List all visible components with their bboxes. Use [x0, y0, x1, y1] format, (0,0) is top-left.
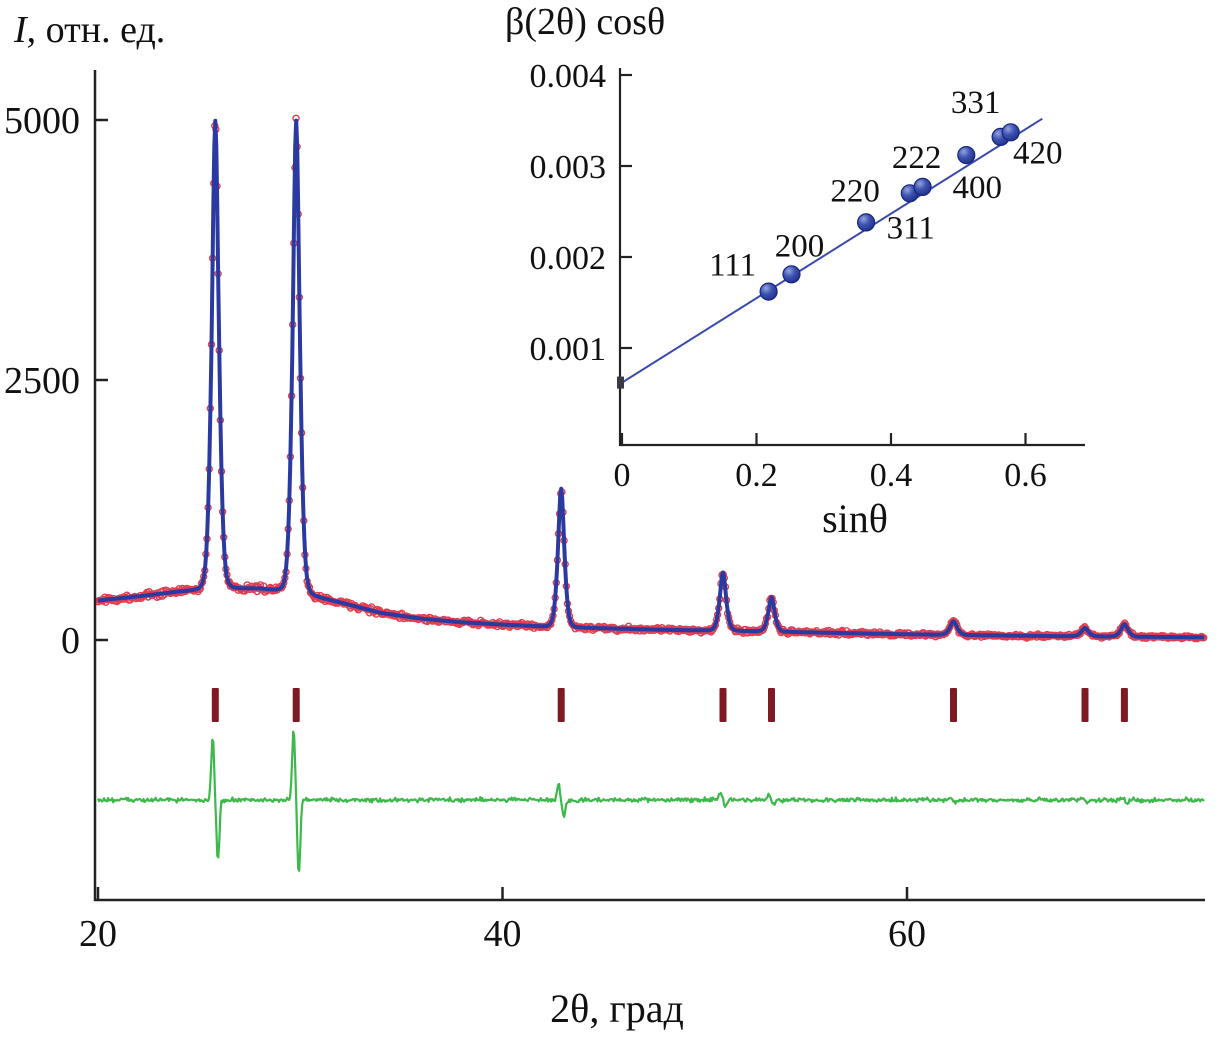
bragg-tick	[719, 688, 727, 722]
main-tick-labels: 0 2500 5000 20 40 60	[4, 100, 926, 955]
inset-x-tick-label: 0.4	[870, 457, 913, 494]
data-point-200	[782, 265, 801, 284]
main-y-tick-label: 5000	[4, 100, 80, 142]
main-x-tick-label: 60	[888, 913, 926, 955]
bragg-tick	[557, 688, 565, 722]
main-y-axis-label-symbol: I	[13, 9, 29, 51]
inset-x-axis-label: sinθ	[822, 496, 888, 541]
data-point-111	[759, 282, 778, 301]
bragg-tick-markers	[211, 688, 1128, 722]
inset-axes	[618, 68, 1085, 447]
main-x-tick-label: 40	[484, 913, 522, 955]
inset-x-tick-label: 0.6	[1004, 457, 1047, 494]
inset-x-tick-label: 0.2	[735, 457, 778, 494]
calculated-curve	[97, 118, 1206, 640]
main-y-axis-label: I, отн. ед.	[13, 9, 165, 51]
hkl-label-111: 111	[709, 248, 756, 284]
hkl-label-220: 220	[830, 173, 880, 209]
data-point-400	[957, 146, 976, 165]
fit-line-axis-marker	[617, 376, 624, 389]
bragg-tick	[292, 688, 300, 722]
bragg-tick	[950, 688, 957, 722]
inset-y-tick-label: 0.003	[530, 149, 607, 186]
hkl-label-420: 420	[1013, 135, 1063, 171]
bragg-tick	[768, 688, 775, 722]
hkl-label-331: 331	[951, 85, 1001, 121]
main-y-tick-label: 0	[61, 620, 80, 662]
main-axis-ticks	[95, 118, 909, 900]
main-axes	[93, 70, 1205, 902]
data-point-222	[913, 177, 932, 196]
fit-line	[621, 117, 1043, 384]
hkl-label-200: 200	[775, 228, 825, 264]
hkl-label-222: 222	[892, 140, 942, 176]
bragg-tick	[1120, 688, 1128, 722]
data-point-420	[1001, 123, 1020, 142]
inset-x-tick-label: 0	[614, 457, 631, 494]
inset-axis-ticks	[620, 73, 1027, 445]
inset-y-tick-label: 0.004	[530, 58, 607, 95]
inset-tick-labels: 0.001 0.002 0.003 0.004 0 0.2 0.4 0.6	[530, 58, 1047, 494]
main-x-tick-label: 20	[79, 913, 117, 955]
inset-y-tick-label: 0.002	[530, 240, 607, 277]
bragg-tick	[1081, 688, 1089, 722]
hkl-label-400: 400	[953, 170, 1003, 206]
main-y-tick-label: 2500	[4, 360, 80, 402]
main-y-axis-label-units: , отн. ед.	[27, 9, 166, 51]
data-point-220	[856, 213, 876, 232]
difference-curve	[96, 730, 1205, 872]
inset-y-axis-label: β(2θ) cosθ	[505, 1, 665, 43]
main-x-axis-label: 2θ, град	[550, 986, 684, 1031]
observed-series	[94, 114, 1208, 643]
hkl-label-311: 311	[887, 210, 935, 246]
main-plot: 0 2500 5000 20 40 60	[4, 70, 1208, 955]
bragg-tick	[211, 688, 219, 722]
inset-y-tick-label: 0.001	[530, 331, 607, 368]
